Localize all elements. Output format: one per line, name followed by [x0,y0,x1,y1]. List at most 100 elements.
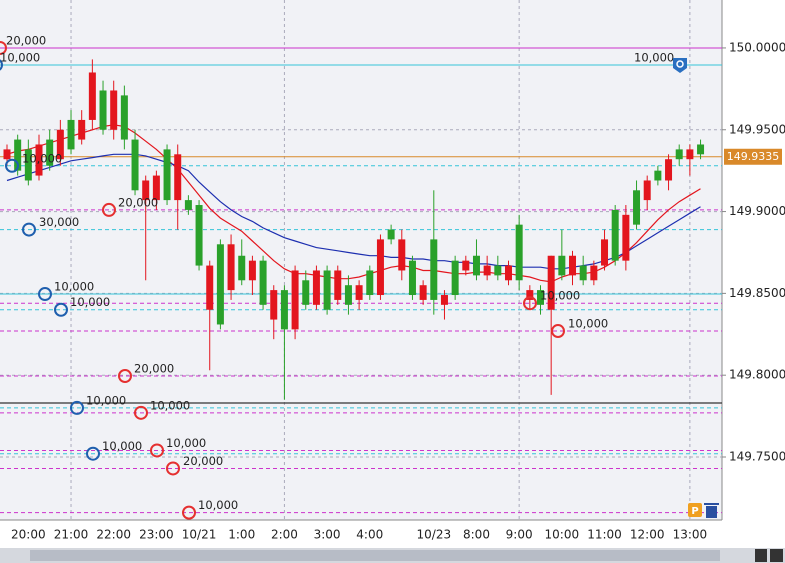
x-tick-label: 3:00 [314,528,341,542]
candle-body [238,255,246,281]
x-tick-label: 20:00 [11,528,46,542]
candle-body [152,175,160,201]
x-tick-label: 13:00 [673,528,708,542]
order-label: 10,000 [540,289,580,303]
order-marker [523,296,537,311]
moving-average [6,153,701,270]
scroll-button[interactable] [770,549,783,562]
candle-body [78,119,86,140]
candle-body [355,285,363,300]
x-tick-label: 12:00 [630,528,665,542]
order-marker [182,505,196,520]
candle-body [206,265,214,310]
candle-body [558,255,566,276]
order-label: 10,000 [568,317,608,331]
p-icon-glyph: P [691,506,698,517]
candle-body [622,214,630,261]
candle-body [675,149,683,160]
candle-body [291,270,299,330]
candle-body [451,260,459,296]
candle-body [376,239,384,296]
x-tick-label: 22:00 [96,528,131,542]
trash-icon[interactable] [706,506,717,518]
candle-body [569,255,577,276]
candle-body [547,255,555,310]
y-tick-label: 149.9500 [729,122,785,136]
y-tick-label: 149.8500 [729,286,785,300]
candle-body [697,144,705,155]
price-axis-area [722,0,785,548]
order-label: 10,000 [166,436,206,450]
candle-body [270,290,278,320]
layer: 150.0000 149.9500 149.9000 149.8500 149.8000… [0,0,785,542]
order-marker [70,400,84,415]
order-marker [86,446,100,461]
candle-body [611,209,619,261]
order-marker [118,369,132,384]
candle-body [280,290,288,330]
current-price-box [724,148,782,165]
x-tick-label: 23:00 [139,528,174,542]
order-label: 10,000 [22,151,62,165]
candle-body [472,255,480,276]
scroll-button[interactable] [755,549,767,562]
order-marker [0,40,7,55]
candle-body [515,224,523,281]
order-marker [5,158,19,173]
scroll-thumb[interactable] [30,550,720,561]
order-marker [166,461,180,476]
x-tick-label: 2:00 [271,528,298,542]
x-tick-label: 11:00 [587,528,622,542]
candle-body [184,200,192,210]
candle-body [665,159,673,181]
order-label: 20,000 [118,195,158,209]
x-tick-label: 1:00 [228,528,255,542]
candle-body [462,260,470,271]
candle-body [3,149,11,160]
candle-body [227,244,235,291]
x-tick-label: 10:00 [545,528,580,542]
candle-body [483,265,491,276]
candle-body [387,229,395,240]
candle-body [643,180,651,201]
candle-body [88,72,96,120]
candle-body [537,290,544,305]
candle-body [142,180,150,201]
candle-body [99,90,107,130]
order-pin-glyph [676,60,684,68]
p-icon[interactable] [688,503,702,517]
candle-body [302,280,310,305]
x-tick-label: 10/21 [182,528,217,542]
candle-body [323,270,331,310]
order-marker [38,287,52,302]
order-pin[interactable] [673,58,687,73]
candle-body [366,270,374,296]
candle-body [46,139,54,166]
candle-body [24,149,32,181]
candle-body [430,239,438,300]
candle-body [334,270,342,300]
candle-body [601,239,609,266]
order-label: 10,000 [102,439,142,453]
order-marker [22,222,36,237]
order-marker [0,59,3,71]
candle-body [654,170,662,181]
order-label: 20,000 [134,362,174,376]
candle-body [163,149,171,201]
y-tick-label: 150.0000 [729,40,785,54]
candle-body [216,244,224,325]
candle-body [579,265,587,281]
candle-body [344,285,352,305]
candle-body [526,290,534,300]
order-label: 30,000 [39,215,79,229]
x-tick-label: 8:00 [463,528,490,542]
trash-lid [704,503,719,505]
x-tick-label: 9:00 [506,528,533,542]
candle-body [174,154,182,201]
candle-body [494,265,502,276]
order-marker [150,443,164,458]
y-tick-label: 149.8000 [729,368,785,382]
x-tick-label: 4:00 [356,528,383,542]
order-label: 10,000 [54,280,94,294]
